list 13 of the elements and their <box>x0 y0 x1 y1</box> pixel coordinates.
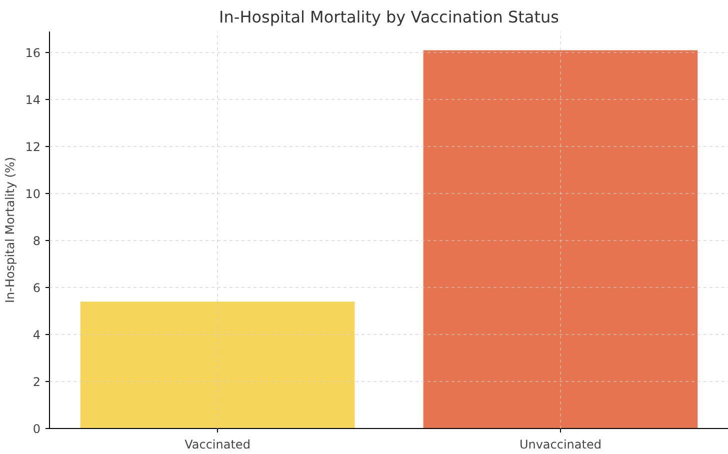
y-axis-title: In-Hospital Mortality (%) <box>3 156 18 303</box>
y-tick-label: 12 <box>25 140 41 154</box>
y-tick-label: 0 <box>32 422 41 436</box>
y-tick-label: 8 <box>32 234 41 248</box>
y-tick-label: 10 <box>25 187 41 202</box>
x-tick-label: Vaccinated <box>184 438 250 452</box>
y-tick-label: 6 <box>32 281 41 296</box>
y-tick-label: 14 <box>25 93 41 108</box>
y-tick-label: 4 <box>32 328 41 342</box>
y-tick-label: 2 <box>32 375 41 390</box>
x-tick-label: Unvaccinated <box>519 438 602 452</box>
y-tick-label: 16 <box>25 46 41 60</box>
chart-title: In-Hospital Mortality by Vaccination Status <box>219 8 559 26</box>
